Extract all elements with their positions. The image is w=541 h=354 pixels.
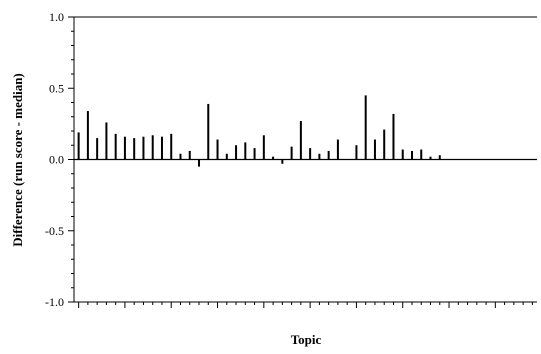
bar (123, 136, 126, 160)
bar (299, 121, 302, 160)
bar (133, 138, 136, 160)
bar (216, 139, 219, 160)
bar (290, 146, 293, 160)
bar (179, 153, 182, 160)
bar (309, 148, 312, 160)
bar (198, 159, 201, 167)
y-tick-label: 0.0 (49, 153, 64, 167)
bar (392, 113, 395, 160)
y-tick-label: -1.0 (45, 295, 64, 309)
bar (142, 136, 145, 160)
y-tick-label: -0.5 (45, 224, 64, 238)
y-axis-label: Difference (run score - median) (10, 73, 25, 247)
bar (410, 150, 413, 160)
bar (188, 150, 191, 160)
bar (327, 150, 330, 160)
bar (364, 95, 367, 160)
bar (160, 136, 163, 160)
bar (318, 153, 321, 160)
bar (86, 111, 89, 160)
bars (77, 95, 441, 167)
bar (235, 145, 238, 160)
bar (170, 133, 173, 160)
bar (336, 139, 339, 160)
bar (253, 148, 256, 160)
bar (438, 155, 441, 160)
bar (225, 153, 228, 160)
y-axis-ticks: 1.0 0.5 0.0 -0.5 -1.0 (45, 10, 74, 309)
x-axis-ticks (78, 302, 533, 308)
bar (262, 135, 265, 160)
bar (401, 149, 404, 160)
bar (429, 156, 432, 160)
bar (151, 135, 154, 160)
bar (355, 145, 358, 160)
bar (114, 133, 117, 160)
bar (77, 132, 80, 160)
bar (244, 142, 247, 160)
bar (96, 138, 99, 160)
y-tick-label: 1.0 (49, 10, 64, 24)
bar (373, 139, 376, 160)
y-tick-label: 0.5 (49, 81, 64, 95)
bar (105, 122, 108, 160)
bar (272, 156, 275, 160)
bar (420, 149, 423, 160)
bar (281, 159, 284, 164)
x-axis-label: Topic (291, 332, 322, 347)
bar (383, 129, 386, 160)
bar (207, 103, 210, 160)
